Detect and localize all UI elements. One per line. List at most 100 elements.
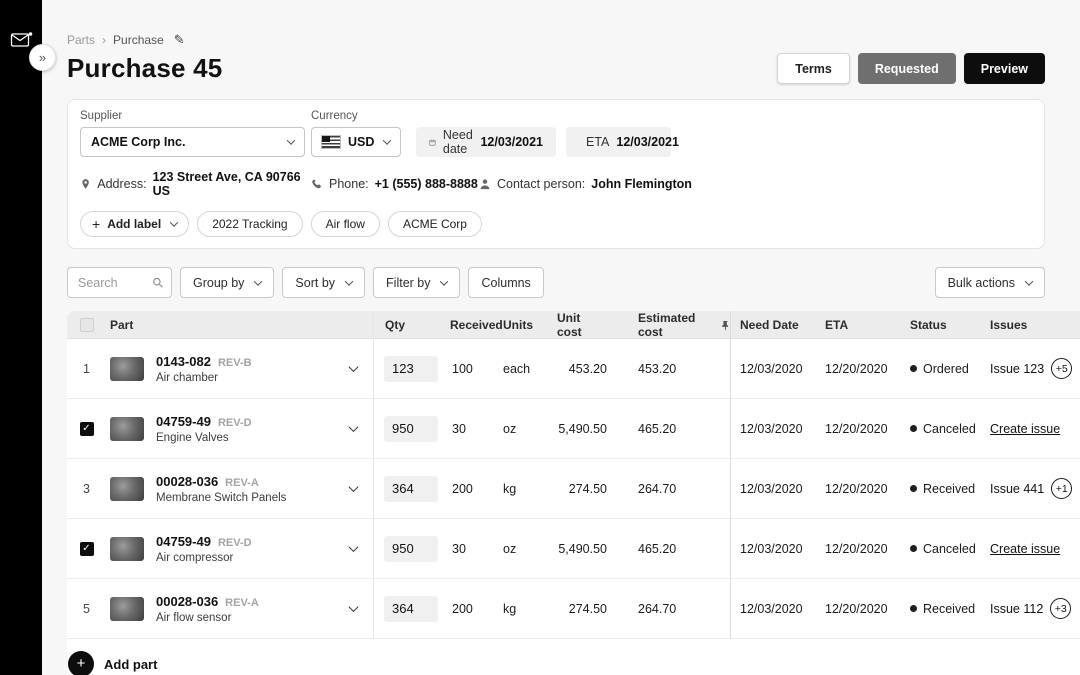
table-row[interactable]: 1 0143-082 REV-B Air chamber <box>67 339 1080 399</box>
breadcrumb-purchase[interactable]: Purchase <box>113 33 164 47</box>
header-estimated-cost[interactable]: Estimated cost <box>615 311 730 339</box>
unit-cost-value: 5,490.50 <box>558 541 607 556</box>
add-part-button[interactable]: + <box>68 651 94 675</box>
status-label: Received <box>923 481 976 496</box>
requested-button[interactable]: Requested <box>857 53 956 84</box>
add-part-row[interactable]: + Add part <box>67 639 217 675</box>
create-issue-link[interactable]: Create issue <box>990 541 1061 556</box>
part-revision: REV-D <box>217 416 252 429</box>
part-column-divider <box>373 311 374 639</box>
issue-count-badge[interactable]: +5 <box>1051 358 1073 379</box>
estimated-cost-value: 264.70 <box>638 601 677 616</box>
filter-by-button[interactable]: Filter by <box>373 267 461 298</box>
row-index[interactable]: 1 <box>83 361 90 376</box>
expand-row-chevron-icon[interactable] <box>348 602 359 613</box>
label-chip[interactable]: 2022 Tracking <box>197 211 303 237</box>
header-qty[interactable]: Qty <box>385 318 406 332</box>
currency-select[interactable]: USD <box>311 127 401 157</box>
expand-row-chevron-icon[interactable] <box>348 482 359 493</box>
unit-cost-value: 5,490.50 <box>558 421 607 436</box>
issue-link[interactable]: Issue 123 <box>990 361 1045 376</box>
pushpin-icon[interactable] <box>721 320 730 331</box>
contact-value: John Flemington <box>591 177 692 191</box>
issue-link[interactable]: Issue 112 <box>990 601 1044 616</box>
order-details-card: Supplier ACME Corp Inc. Currency USD <box>67 99 1045 249</box>
location-pin-icon <box>82 179 89 189</box>
row-index[interactable]: 5 <box>83 601 90 616</box>
units-value: oz <box>503 421 517 436</box>
part-name: Air compressor <box>156 551 234 564</box>
status-label: Canceled <box>923 541 976 556</box>
breadcrumb-parts[interactable]: Parts <box>67 33 96 47</box>
eta-label: ETA <box>586 135 610 149</box>
status-dot <box>910 545 917 552</box>
unit-cost-value: 274.50 <box>568 601 607 616</box>
terms-button[interactable]: Terms <box>777 53 850 84</box>
expand-row-chevron-icon[interactable] <box>348 422 359 433</box>
estimated-cost-value: 465.20 <box>638 421 677 436</box>
pinned-columns-divider[interactable] <box>730 311 731 639</box>
sidebar <box>0 0 42 675</box>
qty-input[interactable] <box>384 535 438 562</box>
columns-button[interactable]: Columns <box>468 267 544 298</box>
add-label-text: Add label <box>107 217 162 231</box>
header-issues[interactable]: Issues <box>990 318 1028 332</box>
eta-value: 12/20/2020 <box>825 361 888 376</box>
chevron-down-icon <box>1024 276 1034 286</box>
table-row[interactable]: ✓ 04759-49 REV-D Engine Valves <box>67 399 1080 459</box>
need-date-chip[interactable]: Need date 12/03/2021 <box>416 127 556 157</box>
row-checkbox[interactable]: ✓ <box>79 421 94 436</box>
eta-chip[interactable]: ETA 12/03/2021 <box>566 127 679 157</box>
received-value: 100 <box>452 361 473 376</box>
row-checkbox[interactable]: ✓ <box>79 541 94 556</box>
issue-count-badge[interactable]: +1 <box>1051 478 1073 499</box>
preview-button[interactable]: Preview <box>963 53 1045 84</box>
qty-input[interactable] <box>384 355 438 382</box>
bulk-actions-label: Bulk actions <box>947 275 1015 290</box>
bulk-actions-button[interactable]: Bulk actions <box>934 267 1045 298</box>
supplier-select[interactable]: ACME Corp Inc. <box>80 127 305 157</box>
sort-by-button[interactable]: Sort by <box>282 267 366 298</box>
issue-link[interactable]: Issue 441 <box>990 481 1045 496</box>
search-input[interactable] <box>78 275 152 290</box>
issue-count-badge[interactable]: +3 <box>1050 598 1072 619</box>
plus-icon: + <box>76 654 86 672</box>
sidebar-expand-button[interactable]: » <box>29 44 56 71</box>
label-chip[interactable]: ACME Corp <box>387 211 482 237</box>
part-revision: REV-D <box>217 536 252 549</box>
header-eta[interactable]: ETA <box>825 318 849 332</box>
inbox-icon[interactable] <box>9 30 33 50</box>
phone-value: +1 (555) 888-8888 <box>374 177 478 191</box>
expand-row-chevron-icon[interactable] <box>348 362 359 373</box>
table-row[interactable]: 3 00028-036 REV-A Membrane Switch Panels <box>67 459 1080 519</box>
header-unit-cost[interactable]: Unit cost <box>557 311 582 339</box>
units-value: oz <box>503 541 517 556</box>
expand-row-chevron-icon[interactable] <box>348 542 359 553</box>
need-date-value: 12/03/2020 <box>740 361 803 376</box>
table-row[interactable]: ✓ 04759-49 REV-D Air compressor <box>67 519 1080 579</box>
select-all-checkbox[interactable] <box>79 318 94 332</box>
part-number: 00028-036 <box>156 593 219 609</box>
qty-input[interactable] <box>384 415 438 442</box>
units-value: each <box>503 361 531 376</box>
need-date-value: 12/03/2020 <box>740 421 803 436</box>
breadcrumb: Parts › Purchase ✎ <box>67 32 1045 48</box>
header-received[interactable]: Received <box>450 318 503 332</box>
row-index[interactable]: 3 <box>83 481 90 496</box>
edit-title-icon[interactable]: ✎ <box>173 32 185 47</box>
qty-input[interactable] <box>384 475 438 502</box>
create-issue-link[interactable]: Create issue <box>990 421 1061 436</box>
group-by-label: Group by <box>193 275 245 290</box>
add-label-button[interactable]: + Add label <box>80 211 190 237</box>
header-units[interactable]: Units <box>503 318 533 332</box>
label-chip[interactable]: Air flow <box>310 211 380 237</box>
header-status[interactable]: Status <box>910 318 947 332</box>
currency-label: Currency <box>311 110 358 122</box>
header-need-date[interactable]: Need Date <box>740 318 799 332</box>
chevron-down-icon <box>344 276 354 286</box>
table-row[interactable]: 5 00028-036 REV-A Air flow sensor <box>67 579 1080 639</box>
group-by-button[interactable]: Group by <box>180 267 275 298</box>
qty-input[interactable] <box>384 595 438 622</box>
chevron-down-icon <box>440 276 449 286</box>
header-part[interactable]: Part <box>110 318 134 332</box>
